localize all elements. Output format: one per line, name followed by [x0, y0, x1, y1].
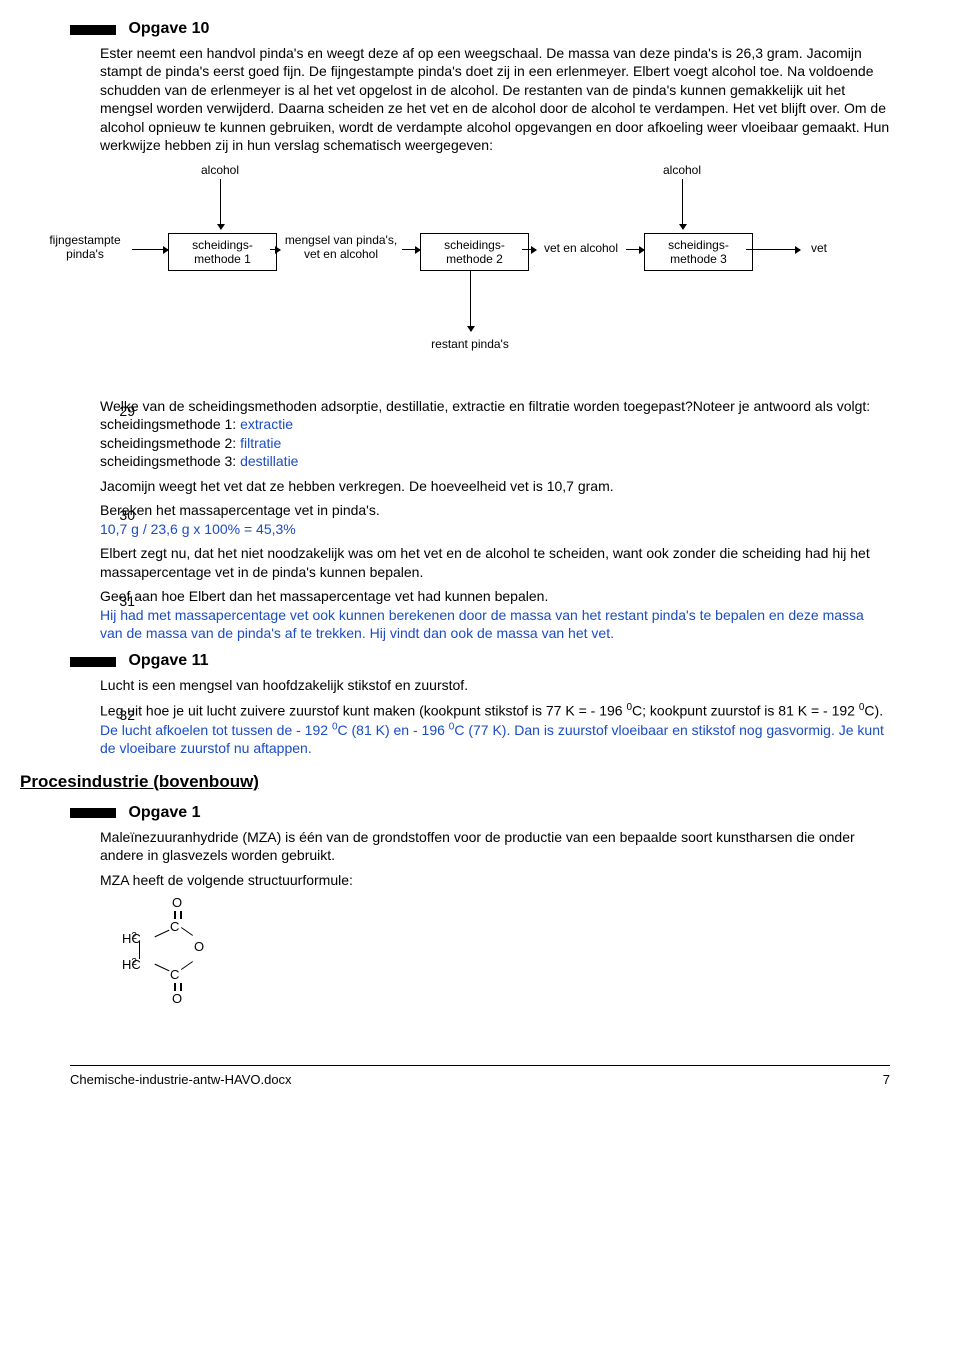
fc-line-2b — [522, 249, 536, 250]
footer-page: 7 — [883, 1072, 890, 1087]
footer-file: Chemische-industrie-antw-HAVO.docx — [70, 1072, 292, 1087]
fc-arrow-down-3 — [470, 271, 471, 331]
fc-fijnpinda: fijngestampte pinda's — [40, 233, 130, 261]
fc-alcohol2: alcohol — [652, 163, 712, 177]
qnum-29: 29 — [105, 403, 135, 419]
heading-opgave1: Opgave 1 — [128, 804, 200, 821]
fc-alcohol1: alcohol — [190, 163, 250, 177]
opgave11-intro: Lucht is een mengsel van hoofdzakelijk s… — [100, 676, 890, 694]
footer: Chemische-industrie-antw-HAVO.docx 7 — [70, 1065, 890, 1087]
q29-follow: Jacomijn weegt het vet dat ze hebben ver… — [100, 477, 890, 495]
chem-structure: O C H2C O H2C C O — [110, 895, 250, 1035]
qnum-30: 30 — [105, 507, 135, 523]
fc-box3: scheidings- methode 3 — [644, 233, 753, 271]
opgave1-p2: MZA heeft de volgende structuurformule: — [100, 871, 890, 889]
fc-restant: restant pinda's — [420, 337, 520, 351]
fc-vet: vet — [804, 241, 834, 255]
qnum-32: 32 — [105, 707, 135, 723]
opgave10-intro: Ester neemt een handvol pinda's en weegt… — [100, 44, 890, 155]
q29-text: Welke van de scheidingsmethoden adsorpti… — [100, 397, 890, 471]
fc-arrow-r3 — [626, 249, 644, 250]
heading-opgave10: Opgave 10 — [128, 20, 209, 37]
black-bar-icon — [70, 25, 116, 35]
q30-follow: Elbert zegt nu, dat het niet noodzakelij… — [100, 544, 890, 581]
q31-text: Geef aan hoe Elbert dan het massapercent… — [100, 587, 890, 642]
black-bar-icon-3 — [70, 808, 116, 818]
black-bar-icon-2 — [70, 657, 116, 667]
heading-opgave11: Opgave 11 — [128, 652, 208, 669]
flowchart: alcohol alcohol fijngestampte pinda's sc… — [70, 163, 890, 383]
fc-arrow-r4 — [746, 249, 800, 250]
fc-arrow-down-1 — [220, 179, 221, 229]
fc-mengsel: mengsel van pinda's, vet en alcohol — [276, 233, 406, 261]
qnum-31: 31 — [105, 593, 135, 609]
fc-vetalcohol: vet en alcohol — [536, 241, 626, 255]
q30-text: Bereken het massapercentage vet in pinda… — [100, 501, 890, 538]
section-title: Procesindustrie (bovenbouw) — [20, 772, 890, 792]
fc-arrow-r1 — [132, 249, 168, 250]
opgave1-p1: Maleïnezuuranhydride (MZA) is één van de… — [100, 828, 890, 865]
fc-line-1b — [270, 249, 280, 250]
fc-arrow-down-2 — [682, 179, 683, 229]
q32-text: Leg uit hoe je uit lucht zuivere zuursto… — [100, 701, 890, 758]
fc-box2: scheidings- methode 2 — [420, 233, 529, 271]
fc-arrow-r2 — [402, 249, 420, 250]
fc-box1: scheidings- methode 1 — [168, 233, 277, 271]
